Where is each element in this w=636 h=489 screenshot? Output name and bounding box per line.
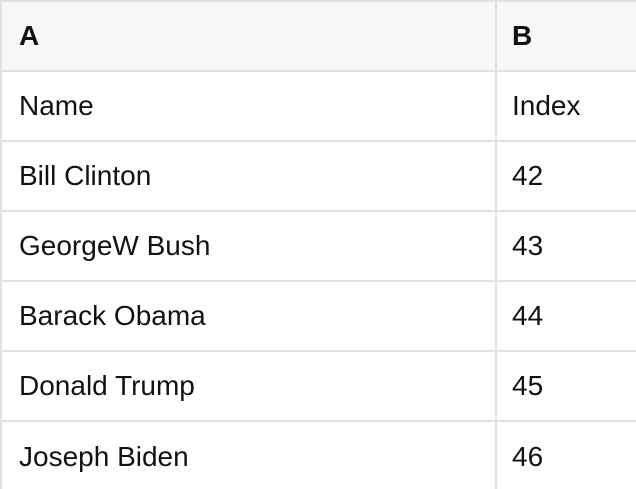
cell-text: Bill Clinton bbox=[19, 160, 152, 191]
cell-b-row3[interactable]: 43 bbox=[497, 212, 636, 280]
table-row: Bill Clinton 42 bbox=[2, 142, 636, 212]
cell-text: GeorgeW Bush bbox=[19, 230, 211, 261]
cell-text: 46 bbox=[512, 441, 544, 472]
column-header-b[interactable]: B bbox=[497, 2, 636, 70]
cell-text: Joseph Biden bbox=[19, 441, 189, 472]
cell-text: Barack Obama bbox=[19, 300, 206, 331]
cell-a-row2[interactable]: Bill Clinton bbox=[2, 142, 497, 210]
cell-b-row5[interactable]: 45 bbox=[497, 352, 636, 420]
table-row: Barack Obama 44 bbox=[2, 282, 636, 352]
cell-text: 45 bbox=[512, 370, 544, 401]
cell-b-row4[interactable]: 44 bbox=[497, 282, 636, 350]
cell-text: 44 bbox=[512, 300, 544, 331]
cell-a-row3[interactable]: GeorgeW Bush bbox=[2, 212, 497, 280]
table-body: Name Index Bill Clinton 42 GeorgeW Bush 43 Bar… bbox=[2, 72, 636, 489]
cell-text: 43 bbox=[512, 230, 544, 261]
cell-a-row1[interactable]: Name bbox=[2, 72, 497, 140]
cell-text: Donald Trump bbox=[19, 370, 195, 401]
column-header-a[interactable]: A bbox=[2, 2, 497, 70]
header-row: A B bbox=[2, 2, 636, 72]
table-row: GeorgeW Bush 43 bbox=[2, 212, 636, 282]
cell-b-row1[interactable]: Index bbox=[497, 72, 636, 140]
table-row: Joseph Biden 46 bbox=[2, 422, 636, 489]
cell-text: Index bbox=[512, 90, 581, 121]
cell-text: 42 bbox=[512, 160, 544, 191]
column-header-b-label: B bbox=[512, 20, 533, 51]
cell-text: Name bbox=[19, 90, 94, 121]
cell-b-row6[interactable]: 46 bbox=[497, 422, 636, 489]
cell-a-row5[interactable]: Donald Trump bbox=[2, 352, 497, 420]
cell-a-row6[interactable]: Joseph Biden bbox=[2, 422, 497, 489]
table-row: Name Index bbox=[2, 72, 636, 142]
column-header-a-label: A bbox=[19, 20, 40, 51]
table-row: Donald Trump 45 bbox=[2, 352, 636, 422]
cell-a-row4[interactable]: Barack Obama bbox=[2, 282, 497, 350]
cell-b-row2[interactable]: 42 bbox=[497, 142, 636, 210]
